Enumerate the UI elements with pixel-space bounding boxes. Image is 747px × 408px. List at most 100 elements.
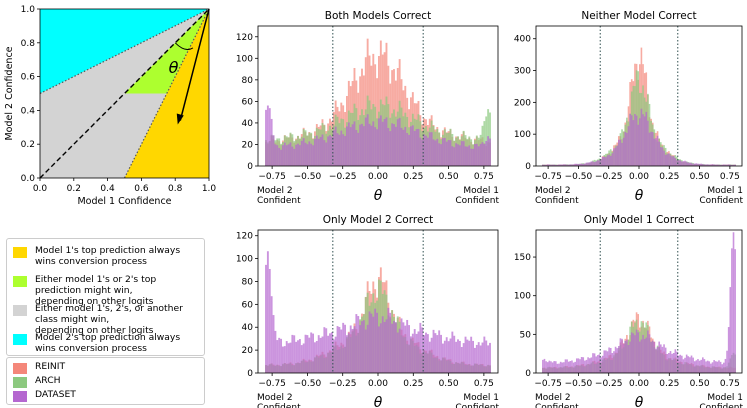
histogram-bar bbox=[406, 133, 409, 166]
histogram-bar bbox=[550, 361, 552, 373]
histogram-bar bbox=[632, 120, 635, 166]
histogram-bar bbox=[650, 131, 652, 166]
histogram-bar bbox=[479, 345, 482, 373]
xtick-label: −0.50 bbox=[565, 172, 593, 182]
histogram-bar bbox=[624, 131, 627, 166]
histogram-bar bbox=[413, 329, 416, 373]
histogram-bar bbox=[374, 308, 377, 373]
histogram-bar bbox=[719, 164, 722, 166]
legend-label: Either model 1's, 2's, or another class … bbox=[35, 303, 183, 337]
histogram-bar bbox=[428, 132, 431, 166]
histogram-bar bbox=[572, 164, 575, 166]
region-xlabel: Model 1 Confidence bbox=[77, 196, 171, 207]
series-legend: REINIT ARCH DATASET bbox=[6, 357, 205, 405]
ytick-label: 0 bbox=[247, 369, 253, 379]
histogram-bar bbox=[676, 160, 678, 166]
histogram-bar bbox=[689, 162, 691, 166]
histogram-bar bbox=[472, 148, 474, 166]
histogram-bar bbox=[711, 164, 714, 166]
histogram-bar bbox=[572, 362, 575, 373]
left-end-label: Confident bbox=[257, 403, 301, 408]
region-xtick-label: 1.0 bbox=[202, 184, 217, 194]
histogram-bar bbox=[546, 362, 549, 373]
histogram-bar bbox=[648, 334, 651, 373]
histogram-bar bbox=[415, 333, 418, 373]
histogram-bar bbox=[585, 359, 588, 373]
histogram-bar bbox=[651, 132, 654, 166]
histogram-bar bbox=[558, 164, 560, 166]
histogram-bar bbox=[630, 115, 633, 166]
histogram-bar bbox=[684, 160, 686, 166]
histogram-bar bbox=[556, 363, 559, 373]
histogram-bar bbox=[472, 340, 474, 373]
histogram-bar bbox=[571, 360, 573, 373]
histogram-bar bbox=[700, 359, 703, 373]
histogram-bar bbox=[569, 361, 572, 373]
histogram-bar bbox=[658, 141, 661, 166]
histogram-bar bbox=[627, 126, 630, 166]
histogram-0: Both Models Correct −0.75 −0.50 −0.25 0.00 0.… bbox=[236, 10, 500, 206]
histogram-bar bbox=[677, 160, 680, 166]
histogram-bar bbox=[682, 359, 685, 373]
ytick-label: 80 bbox=[242, 277, 254, 287]
histogram-bar bbox=[329, 333, 331, 373]
histogram-bar bbox=[577, 358, 580, 373]
histogram-bar bbox=[603, 350, 606, 373]
histogram-bar bbox=[702, 164, 704, 166]
histogram-bar bbox=[606, 351, 609, 373]
histogram-bar bbox=[605, 157, 607, 166]
histogram-bar bbox=[344, 324, 346, 373]
histogram-bar bbox=[606, 155, 609, 166]
left-end-label: Confident bbox=[535, 196, 579, 206]
ytick-label: 100 bbox=[236, 54, 253, 64]
right-end-label: Confident bbox=[455, 196, 499, 206]
xtick-label: −0.75 bbox=[534, 379, 562, 389]
xtick-label: 0.75 bbox=[720, 172, 740, 182]
histogram-bar bbox=[590, 357, 593, 373]
histogram-bar bbox=[693, 361, 696, 373]
histogram-bar bbox=[582, 163, 585, 166]
histogram-bar bbox=[379, 115, 382, 166]
histogram-bar bbox=[708, 164, 711, 166]
histogram-bar bbox=[445, 337, 448, 373]
histogram-bar bbox=[308, 337, 311, 373]
xtick-label: 0.75 bbox=[720, 379, 740, 389]
histogram-bar bbox=[421, 327, 424, 373]
histogram-bar bbox=[487, 136, 490, 166]
histogram-bar bbox=[697, 359, 699, 373]
histogram-bar bbox=[440, 334, 442, 373]
histogram-bar bbox=[672, 352, 675, 373]
left-end-label: Confident bbox=[535, 403, 579, 408]
xtick-label: 0.00 bbox=[368, 172, 388, 182]
histogram-bar bbox=[383, 119, 386, 166]
xtick-label: 0.75 bbox=[474, 379, 494, 389]
histogram-bar bbox=[298, 339, 301, 373]
histogram-bar bbox=[432, 329, 435, 373]
left-end-label: Model 2 bbox=[535, 393, 571, 403]
histogram-bar bbox=[656, 346, 659, 373]
histogram-bar bbox=[660, 147, 662, 166]
histogram-bar bbox=[621, 142, 623, 166]
histogram-bar bbox=[681, 355, 683, 373]
histogram-bar bbox=[653, 341, 656, 373]
histogram-bar bbox=[621, 338, 623, 373]
histogram-bar bbox=[616, 145, 618, 166]
series-dataset bbox=[542, 108, 736, 166]
histogram-bar bbox=[658, 341, 661, 373]
histogram-bar bbox=[312, 333, 314, 373]
histogram-bar bbox=[393, 124, 395, 166]
histogram-bar bbox=[342, 322, 345, 373]
histogram-bar bbox=[556, 164, 559, 166]
histogram-bar bbox=[370, 125, 373, 166]
histogram-bar bbox=[304, 142, 307, 166]
histogram-bar bbox=[302, 138, 305, 166]
histogram-bar bbox=[651, 340, 654, 373]
histogram-bar bbox=[483, 121, 486, 166]
histogram-bar bbox=[323, 140, 326, 166]
histogram-bar bbox=[661, 346, 664, 373]
histogram-bar bbox=[716, 164, 719, 166]
xlabel: θ bbox=[635, 188, 644, 204]
histogram-bar bbox=[379, 323, 382, 373]
histogram-bar bbox=[413, 130, 416, 166]
right-end-label: Confident bbox=[699, 403, 743, 408]
